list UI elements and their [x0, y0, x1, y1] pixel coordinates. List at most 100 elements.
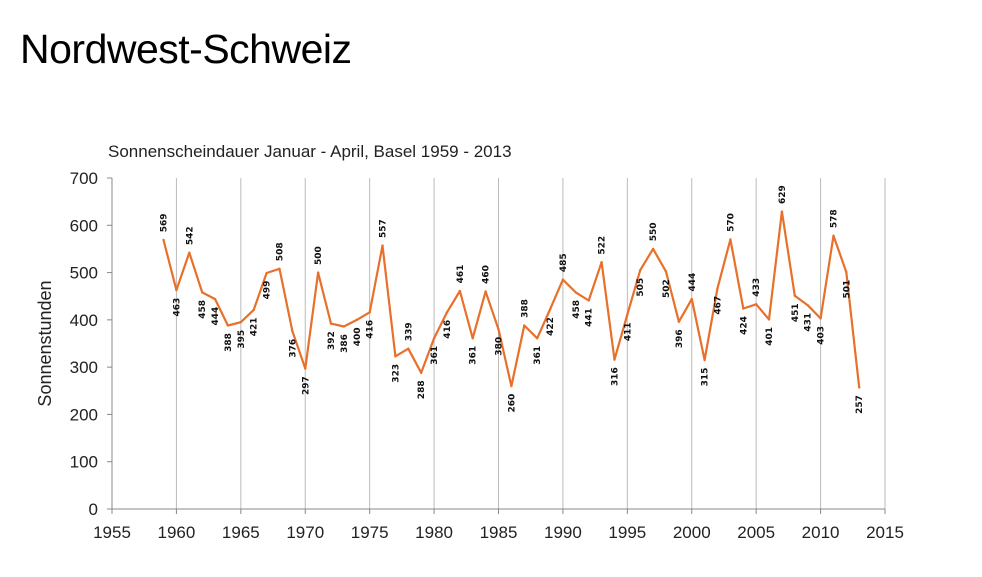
data-point	[819, 317, 822, 320]
y-tick-label: 700	[70, 169, 98, 188]
y-tick-label: 100	[70, 453, 98, 472]
data-label: 444	[688, 273, 698, 292]
data-point	[780, 210, 784, 213]
data-label: 396	[675, 329, 685, 348]
data-point	[420, 371, 423, 375]
data-label: 441	[585, 308, 595, 327]
data-point	[497, 328, 500, 331]
x-tick-label: 1965	[222, 523, 260, 542]
x-tick-label: 1955	[93, 523, 131, 542]
data-point	[304, 367, 307, 370]
x-tick-label: 1990	[544, 523, 582, 542]
data-label: 451	[791, 303, 801, 322]
data-point	[754, 303, 758, 306]
x-tick-label: 2005	[737, 523, 775, 542]
y-tick-label: 0	[89, 500, 98, 519]
data-point	[329, 322, 333, 325]
data-label: 411	[623, 322, 633, 341]
data-label: 388	[224, 333, 234, 352]
data-point	[265, 271, 268, 275]
data-point	[806, 303, 809, 307]
data-point	[432, 337, 436, 340]
data-point	[561, 278, 565, 281]
data-label: 386	[340, 334, 350, 353]
data-point	[793, 294, 797, 297]
data-point	[690, 297, 693, 301]
data-point	[600, 260, 603, 264]
data-point	[742, 307, 745, 310]
data-point	[368, 311, 371, 314]
data-point	[407, 347, 410, 350]
data-label: 570	[726, 213, 736, 232]
data-label: 467	[714, 296, 724, 315]
data-label: 403	[817, 326, 827, 345]
data-label: 380	[495, 337, 505, 356]
y-tick-label: 400	[70, 311, 98, 330]
x-tick-label: 1980	[415, 523, 453, 542]
data-point	[226, 324, 230, 327]
data-point	[703, 358, 706, 362]
data-point	[162, 238, 165, 242]
data-point	[291, 330, 294, 333]
x-tick-label: 2000	[673, 523, 711, 542]
data-point	[445, 311, 449, 314]
data-label: 433	[752, 278, 762, 297]
data-point	[858, 386, 861, 389]
data-label: 629	[778, 185, 788, 204]
data-point	[664, 270, 668, 273]
data-point	[716, 286, 719, 290]
data-point	[729, 238, 732, 241]
data-label: 422	[546, 317, 556, 336]
data-point	[175, 288, 178, 292]
data-label: 315	[701, 368, 711, 387]
data-label: 458	[198, 300, 208, 319]
x-tick-label: 2015	[866, 523, 904, 542]
x-tick-label: 1995	[608, 523, 646, 542]
data-label: 376	[288, 339, 298, 358]
x-tick-label: 1975	[351, 523, 389, 542]
data-point	[523, 324, 526, 327]
data-point	[832, 234, 835, 237]
data-label: 257	[855, 395, 865, 414]
x-tick-label: 1960	[158, 523, 196, 542]
data-label: 458	[572, 300, 582, 319]
data-point	[484, 290, 487, 293]
data-label: 444	[211, 307, 221, 326]
data-point	[845, 270, 848, 274]
x-tick-label: 1985	[480, 523, 518, 542]
data-label: 578	[830, 209, 840, 228]
y-tick-label: 500	[70, 264, 98, 283]
data-point	[510, 384, 513, 388]
data-label: 505	[636, 278, 646, 297]
data-label: 463	[172, 298, 182, 317]
data-label: 361	[469, 346, 479, 365]
data-label: 557	[379, 219, 389, 238]
data-point	[613, 358, 616, 361]
slide-title: Nordwest-Schweiz	[20, 26, 352, 72]
data-label: 288	[417, 380, 427, 399]
data-label: 569	[160, 214, 170, 233]
data-label: 400	[353, 328, 363, 347]
data-label: 361	[430, 346, 440, 365]
data-point	[626, 313, 629, 316]
data-label: 361	[533, 346, 543, 365]
data-point	[355, 318, 358, 322]
x-tick-label: 1970	[286, 523, 324, 542]
data-label: 500	[314, 246, 324, 265]
data-label: 323	[391, 364, 401, 383]
data-label: 416	[366, 320, 376, 339]
x-tick-label: 2010	[802, 523, 840, 542]
data-label: 339	[404, 322, 414, 341]
data-label: 395	[237, 330, 247, 349]
data-point	[651, 247, 655, 251]
y-axis-label: Sonnenstunden	[35, 280, 55, 406]
data-label: 485	[559, 253, 569, 272]
data-point	[394, 355, 397, 358]
data-label: 542	[185, 226, 195, 245]
data-label: 260	[507, 394, 517, 413]
data-label: 392	[327, 331, 337, 350]
data-label: 297	[301, 376, 311, 395]
y-tick-label: 200	[70, 405, 98, 424]
y-tick-label: 300	[70, 358, 98, 377]
